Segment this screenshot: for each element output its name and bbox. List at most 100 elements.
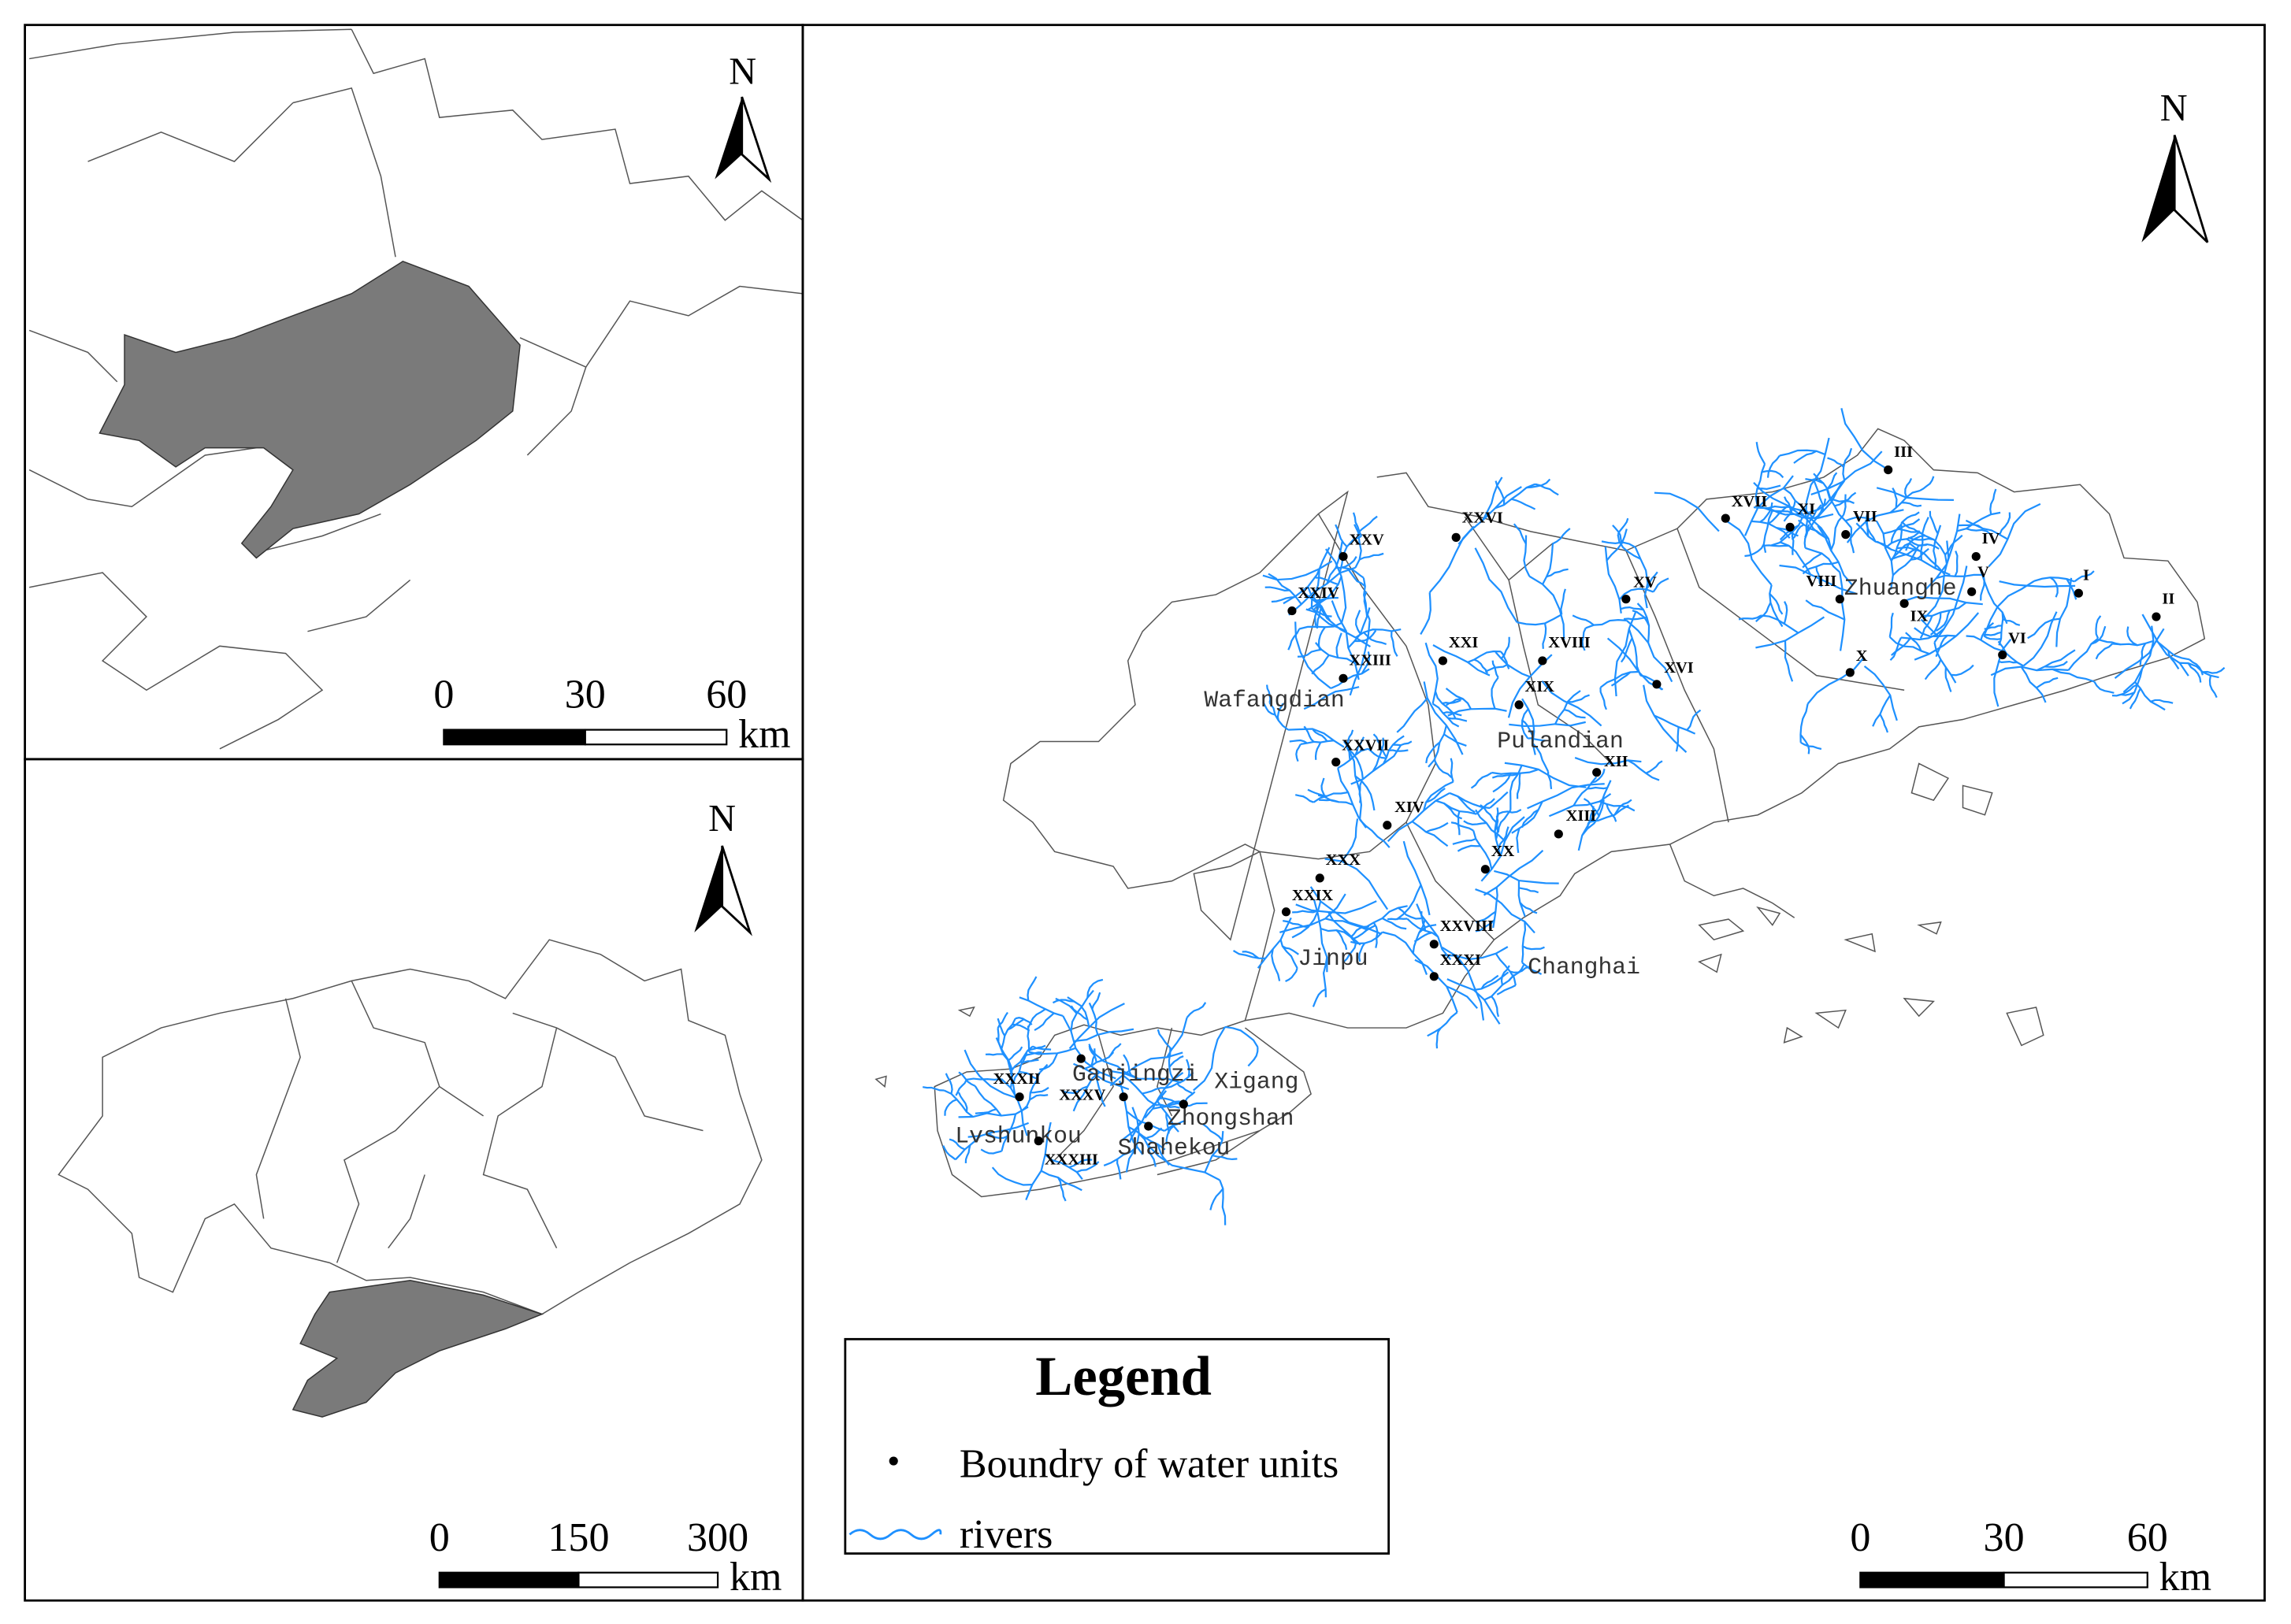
water-unit-label: X bbox=[1856, 647, 1868, 665]
river bbox=[1088, 1045, 1097, 1063]
river bbox=[1472, 830, 1493, 869]
scale-unit: km bbox=[730, 1555, 782, 1600]
river bbox=[1164, 1071, 1194, 1089]
scale-label: 30 bbox=[1984, 1515, 2025, 1560]
water-unit-label: XXVII bbox=[1342, 737, 1389, 755]
water-unit-point bbox=[2152, 612, 2161, 621]
river bbox=[1445, 688, 1472, 710]
river bbox=[1424, 642, 1439, 704]
river bbox=[1346, 747, 1365, 780]
north-arrow bbox=[2173, 135, 2209, 243]
scale-label: 0 bbox=[1850, 1515, 1870, 1560]
river bbox=[1606, 528, 1628, 562]
scale-label: 300 bbox=[687, 1515, 748, 1560]
river bbox=[1497, 809, 1512, 833]
scale-label: 30 bbox=[565, 673, 606, 717]
base-map bbox=[28, 28, 2206, 1418]
river bbox=[1476, 798, 1495, 815]
river bbox=[1954, 551, 1959, 577]
river bbox=[985, 1053, 1005, 1056]
river bbox=[1495, 953, 1517, 986]
river bbox=[1480, 974, 1499, 990]
river bbox=[957, 1092, 968, 1112]
river bbox=[2112, 640, 2154, 647]
river bbox=[955, 1135, 982, 1161]
river bbox=[1300, 740, 1335, 745]
scale-label: 0 bbox=[433, 673, 454, 717]
river bbox=[1041, 1170, 1082, 1192]
river bbox=[1353, 524, 1362, 569]
river bbox=[1933, 565, 1968, 643]
river bbox=[1435, 1027, 1442, 1049]
river bbox=[1916, 530, 1948, 565]
river bbox=[1342, 943, 1357, 963]
river bbox=[2187, 662, 2202, 683]
river bbox=[2027, 617, 2061, 640]
river bbox=[1944, 667, 1952, 692]
river bbox=[1120, 1090, 1168, 1142]
place-name: Jinpu bbox=[1298, 945, 1368, 972]
river bbox=[1541, 680, 1602, 727]
river bbox=[1032, 1045, 1052, 1051]
river bbox=[1068, 1159, 1093, 1169]
river bbox=[1997, 640, 2024, 667]
river bbox=[1623, 616, 1647, 621]
river bbox=[1204, 1131, 1224, 1173]
river bbox=[1398, 907, 1421, 920]
river bbox=[1924, 659, 1942, 680]
river bbox=[1306, 597, 1328, 611]
river bbox=[1769, 593, 1784, 615]
river bbox=[1839, 572, 1846, 651]
river bbox=[1202, 1123, 1223, 1141]
river bbox=[1984, 580, 2035, 635]
river bbox=[1804, 437, 1830, 519]
water-unit-point bbox=[1554, 829, 1563, 839]
scale-label: 150 bbox=[548, 1515, 609, 1560]
river bbox=[955, 1079, 967, 1096]
river bbox=[1483, 850, 1544, 896]
river bbox=[1342, 566, 1365, 579]
river bbox=[1890, 523, 1903, 543]
scale-segment bbox=[438, 1571, 580, 1589]
river bbox=[1757, 484, 1781, 490]
river bbox=[1312, 988, 1327, 1007]
river bbox=[974, 1085, 1002, 1117]
river bbox=[1892, 487, 1898, 508]
river bbox=[1335, 524, 1348, 547]
river bbox=[1900, 511, 1920, 525]
river bbox=[1495, 651, 1531, 678]
river bbox=[2067, 637, 2099, 671]
river bbox=[1457, 810, 1461, 836]
water-unit-label: XXVIII bbox=[1440, 918, 1494, 935]
river bbox=[1654, 491, 1720, 532]
river bbox=[1888, 612, 1894, 637]
water-unit-label: XXXIII bbox=[1045, 1151, 1098, 1168]
river bbox=[1905, 632, 1922, 651]
river bbox=[1413, 932, 1432, 943]
river bbox=[1025, 1122, 1052, 1200]
water-unit-point bbox=[1331, 758, 1341, 767]
river bbox=[1295, 743, 1301, 762]
river bbox=[1476, 910, 1496, 924]
legend-symbol bbox=[889, 1456, 898, 1466]
water-unit-label: XXX bbox=[1326, 851, 1361, 869]
river bbox=[1144, 1072, 1184, 1119]
north-label: N bbox=[729, 50, 756, 92]
river bbox=[1084, 1051, 1115, 1070]
river bbox=[1491, 677, 1499, 710]
river bbox=[1807, 480, 1846, 532]
river bbox=[1993, 639, 2012, 707]
river bbox=[1803, 524, 1810, 548]
river bbox=[1283, 547, 1331, 605]
scale-segment bbox=[1859, 1571, 2005, 1589]
river bbox=[1784, 640, 1794, 682]
river bbox=[1473, 658, 1488, 674]
river bbox=[1528, 575, 1565, 640]
river bbox=[1457, 844, 1481, 852]
river bbox=[1432, 644, 1491, 677]
river bbox=[1929, 510, 1939, 535]
river bbox=[1165, 1113, 1170, 1134]
place-name: Lvshunkou bbox=[955, 1122, 1082, 1149]
river bbox=[1288, 728, 1345, 748]
water-unit-point bbox=[1119, 1092, 1128, 1102]
